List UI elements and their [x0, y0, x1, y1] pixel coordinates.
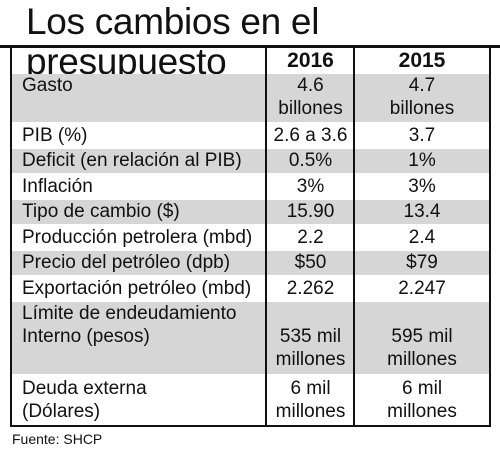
value-2016: 15.90 — [286, 201, 335, 222]
row-label: Producción petrolera (mbd) — [22, 227, 253, 248]
value-2015: 2.4 — [408, 227, 436, 248]
value-2015: 3.7 — [408, 125, 436, 146]
column-header-2016: 2016 — [287, 49, 334, 72]
page-title: Los cambios en el presupuesto — [26, 1, 320, 82]
row-label: Precio del petróleo (dpb) — [22, 252, 231, 273]
value-2016: 535 mil millones — [275, 326, 346, 370]
row-label: Límite de endeudamiento Interno (pesos) — [22, 303, 237, 347]
value-2015: 2.247 — [398, 278, 446, 299]
column-divider — [353, 48, 355, 425]
value-2016: 4.6 billones — [278, 75, 343, 119]
row-label: Tipo de cambio ($) — [22, 201, 180, 222]
table-row-tipo-cambio: Tipo de cambio ($) 15.90 13.4 — [12, 200, 489, 224]
row-label: PIB (%) — [22, 125, 88, 146]
table-row-precio: Precio del petróleo (dpb) $50 $79 — [12, 251, 489, 275]
table-row-deficit: Deficit (en relación al PIB) 0.5% 1% — [12, 149, 489, 173]
table-row-produccion: Producción petrolera (mbd) 2.2 2.4 — [12, 226, 489, 250]
column-header-2015: 2015 — [398, 49, 446, 72]
table-row-inflacion: Inflación 3% 3% — [12, 175, 489, 199]
value-2016: $50 — [294, 252, 327, 273]
value-2016: 2.262 — [286, 278, 335, 299]
row-label: Exportación petróleo (mbd) — [22, 278, 252, 299]
value-2016: 6 mil millones — [275, 378, 346, 422]
value-2015: 3% — [408, 176, 436, 197]
value-2015: 595 mil millones — [387, 326, 457, 370]
table-row-gasto: Gasto 4.6 billones 4.7 billones — [12, 74, 489, 122]
value-2016: 2.6 a 3.6 — [273, 125, 348, 146]
value-2015: 6 mil millones — [387, 378, 457, 422]
table-row-endeudamiento: Límite de endeudamiento Interno (pesos) 5… — [12, 302, 489, 374]
source-note: Fuente: SHCP — [12, 431, 103, 447]
row-label: Inflación — [22, 176, 93, 197]
row-label: Deuda externa (Dólares) — [22, 378, 147, 422]
column-divider — [265, 48, 267, 425]
value-2015: 4.7 billones — [389, 75, 455, 119]
row-label: Gasto — [22, 75, 73, 96]
value-2015: 1% — [408, 150, 436, 171]
table-row-deuda-externa: Deuda externa (Dólares) 6 mil millones 6 m… — [12, 377, 489, 425]
row-label: Deficit (en relación al PIB) — [22, 150, 242, 171]
value-2016: 3% — [296, 176, 325, 197]
value-2016: 2.2 — [297, 227, 324, 248]
value-2015: 13.4 — [403, 201, 441, 222]
table-row-pib: PIB (%) 2.6 a 3.6 3.7 — [12, 124, 489, 148]
title-rule — [0, 45, 500, 48]
table-row-exportacion: Exportación petróleo (mbd) 2.262 2.247 — [12, 277, 489, 301]
table-header-row: 2016 2015 — [12, 48, 489, 74]
budget-table: 2016 2015 Gasto 4.6 billones 4.7 billones … — [10, 48, 491, 427]
value-2016: 0.5% — [288, 150, 333, 171]
value-2015: $79 — [406, 252, 438, 273]
